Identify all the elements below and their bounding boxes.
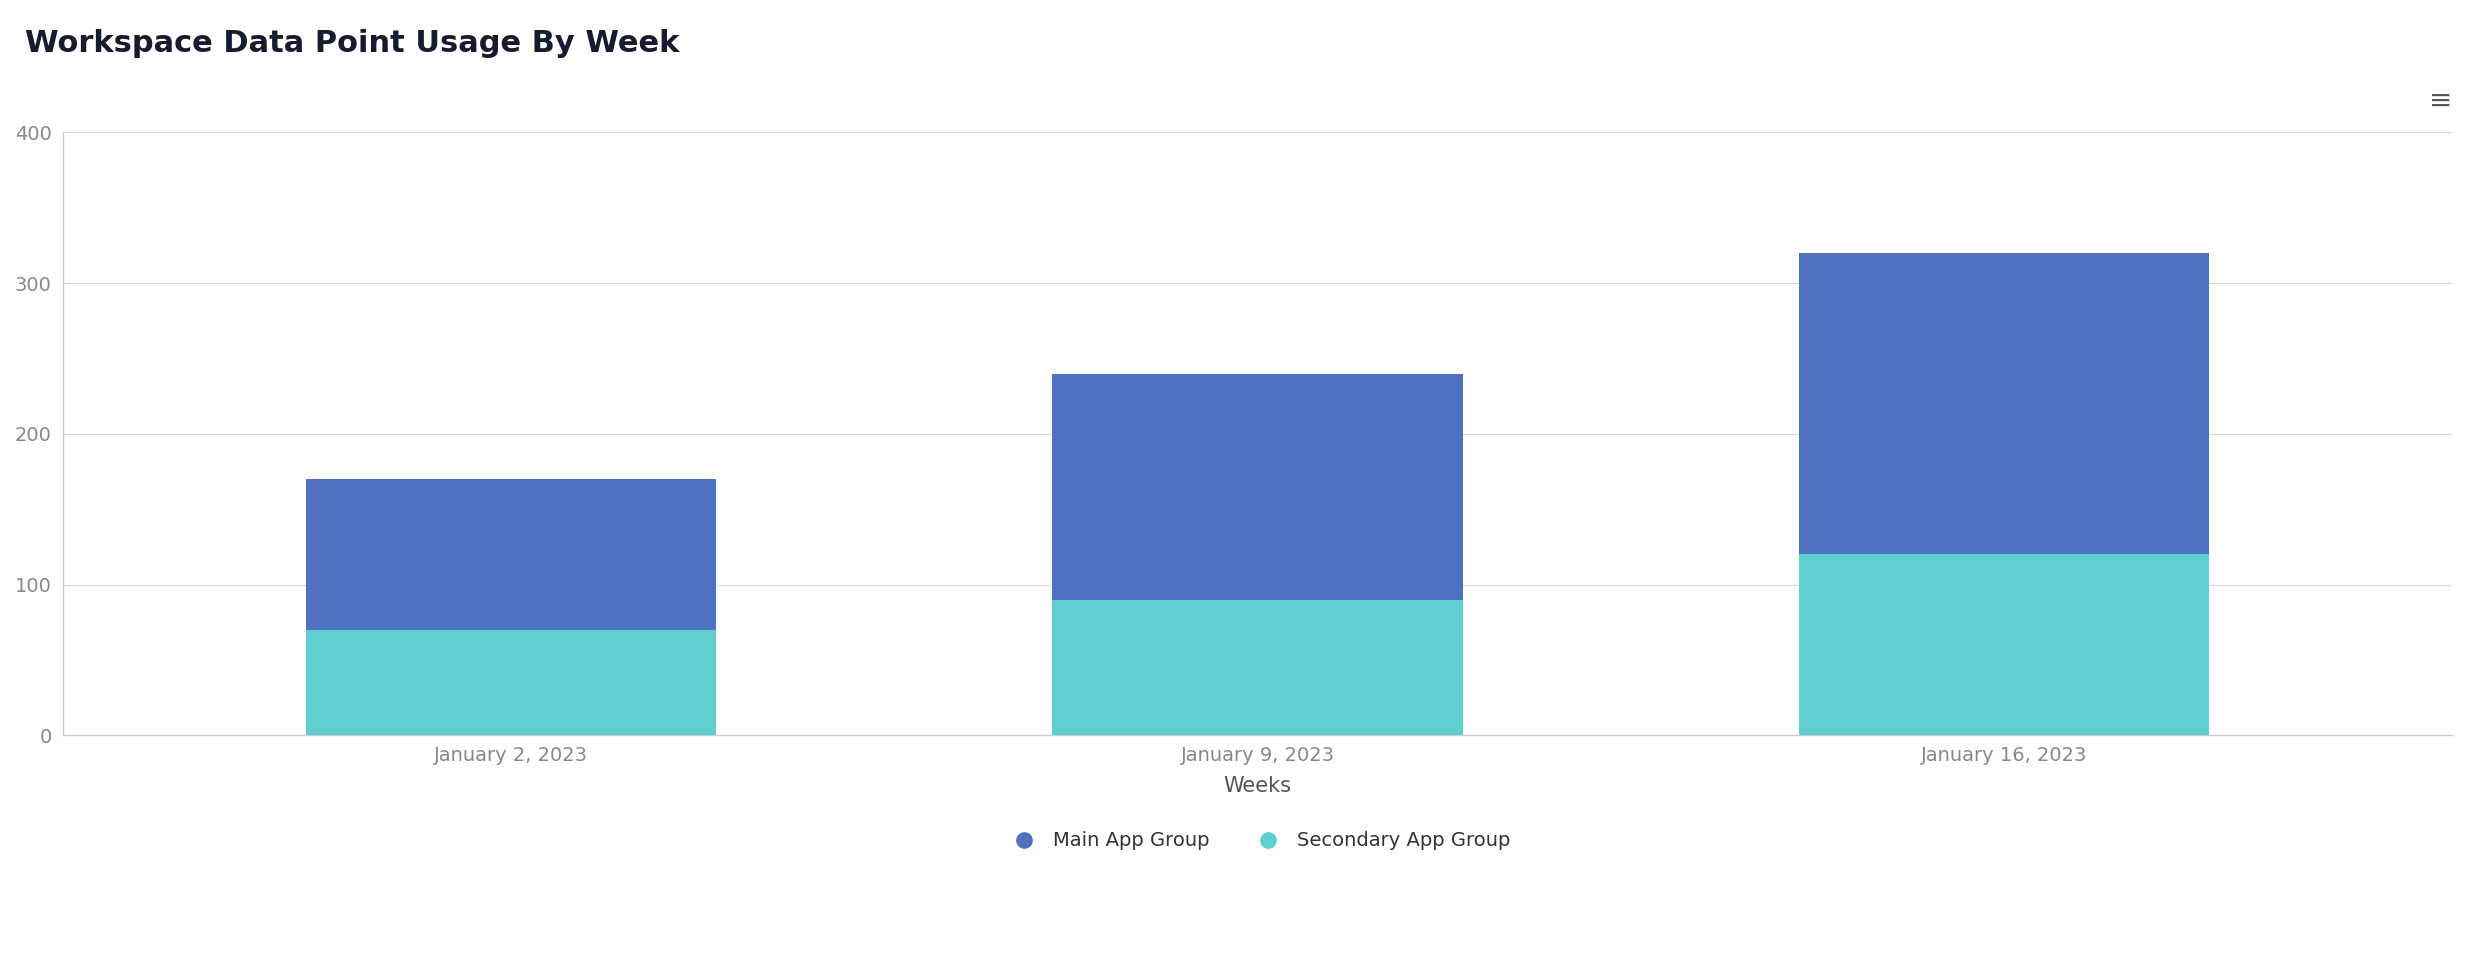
Bar [1798, 554, 2210, 735]
Bar [1798, 253, 2210, 554]
Bar [306, 480, 715, 629]
X-axis label: Weeks: Weeks [1224, 776, 1293, 797]
Legend: Main App Group, Secondary App Group: Main App Group, Secondary App Group [997, 824, 1517, 858]
Bar [1053, 374, 1463, 600]
Text: ≡: ≡ [2428, 86, 2452, 114]
Text: Workspace Data Point Usage By Week: Workspace Data Point Usage By Week [25, 29, 678, 58]
Bar [306, 629, 715, 735]
Bar [1053, 600, 1463, 735]
